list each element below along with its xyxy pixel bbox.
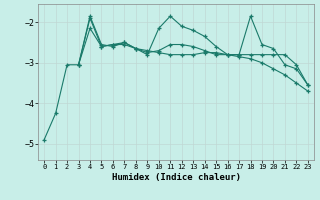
X-axis label: Humidex (Indice chaleur): Humidex (Indice chaleur) [111, 173, 241, 182]
